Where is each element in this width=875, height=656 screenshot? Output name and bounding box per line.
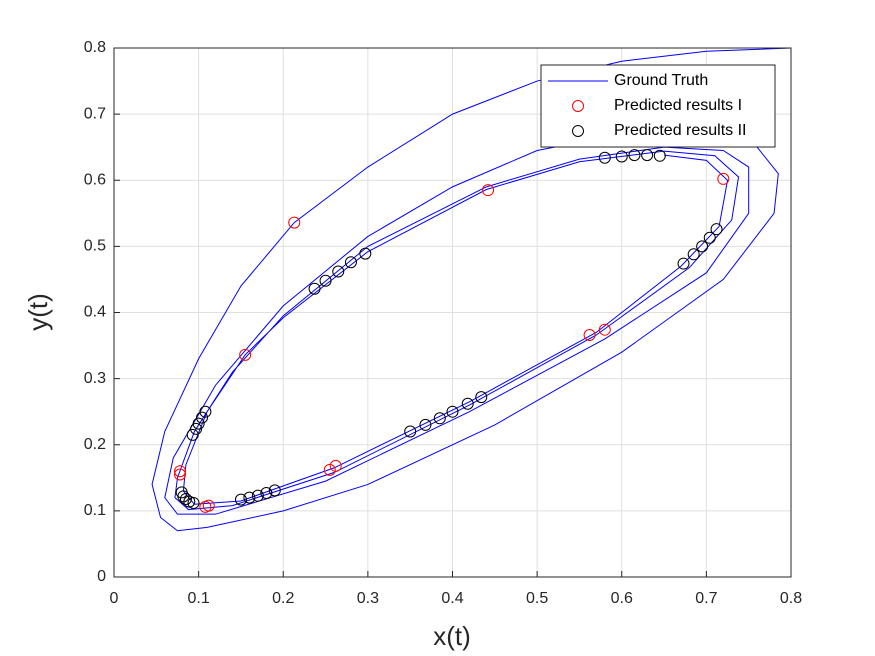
y-tick-label: 0 (97, 568, 106, 585)
legend-label: Predicted results I (614, 97, 742, 114)
legend-box (540, 64, 776, 148)
scatter-point (446, 405, 459, 418)
y-tick-label: 0.7 (84, 105, 106, 122)
x-tick-label: 0.7 (695, 590, 717, 607)
scatter-point (653, 149, 666, 162)
x-tick-label: 0.2 (272, 590, 294, 607)
scatter-point (475, 391, 488, 404)
x-tick-label: 0.5 (526, 590, 548, 607)
y-tick-label: 0.6 (84, 171, 106, 188)
scatter-point (433, 412, 446, 425)
y-tick-label: 0.8 (84, 39, 106, 56)
scatter-point (174, 465, 187, 478)
scatter-point (268, 484, 281, 497)
legend-swatch (572, 125, 584, 137)
scatter-point (615, 150, 628, 163)
scatter-point (717, 172, 730, 185)
scatter-point (696, 240, 709, 253)
x-tick-label: 0.8 (780, 590, 802, 607)
scatter-point (251, 489, 264, 502)
y-tick-label: 0.3 (84, 370, 106, 387)
scatter-point (598, 151, 611, 164)
scatter-point (308, 282, 321, 295)
y-tick-label: 0.2 (84, 436, 106, 453)
scatter-point (243, 491, 256, 504)
scatter-point (196, 411, 209, 424)
scatter-point (202, 499, 215, 512)
scatter-point (186, 428, 199, 441)
plot-border (113, 47, 792, 578)
line-series (151, 47, 792, 532)
x-tick-label: 0.1 (188, 590, 210, 607)
scatter-point (190, 422, 203, 435)
legend-swatch (572, 100, 584, 112)
scatter-point (404, 425, 417, 438)
scatter-point (344, 256, 357, 269)
x-tick-label: 0 (110, 590, 119, 607)
scatter-point (187, 496, 200, 509)
scatter-point (329, 459, 342, 472)
legend-label: Ground Truth (614, 72, 708, 89)
x-axis-label: x(t) (433, 621, 471, 651)
scatter-point (628, 149, 641, 162)
y-axis-label: y(t) (23, 293, 53, 331)
scatter-point (179, 492, 192, 505)
scatter-point (319, 274, 332, 287)
x-tick-label: 0.4 (441, 590, 463, 607)
scatter-point (598, 323, 611, 336)
scatter-point (199, 405, 212, 418)
scatter-point (174, 468, 187, 481)
scatter-point (710, 223, 723, 236)
scatter-point (288, 216, 301, 229)
scatter-point (641, 149, 654, 162)
scatter-point (482, 184, 495, 197)
y-tick-label: 0.5 (84, 238, 106, 255)
scatter-point (192, 417, 205, 430)
scatter-point (583, 328, 596, 341)
scatter-point (687, 248, 700, 261)
scatter-point (677, 257, 690, 270)
x-tick-label: 0.6 (611, 590, 633, 607)
y-tick-label: 0.4 (84, 304, 106, 321)
legend-label: Predicted results II (614, 122, 747, 139)
scatter-point (323, 463, 336, 476)
scatter-point (461, 397, 474, 410)
scatter-point (332, 265, 345, 278)
x-tick-label: 0.3 (357, 590, 379, 607)
scatter-point (260, 487, 273, 500)
scatter-point (419, 418, 432, 431)
y-tick-label: 0.1 (84, 502, 106, 519)
scatter-point (234, 493, 247, 506)
scatter-point (703, 231, 716, 244)
scatter-point (359, 247, 372, 260)
scatter-point (239, 348, 252, 361)
